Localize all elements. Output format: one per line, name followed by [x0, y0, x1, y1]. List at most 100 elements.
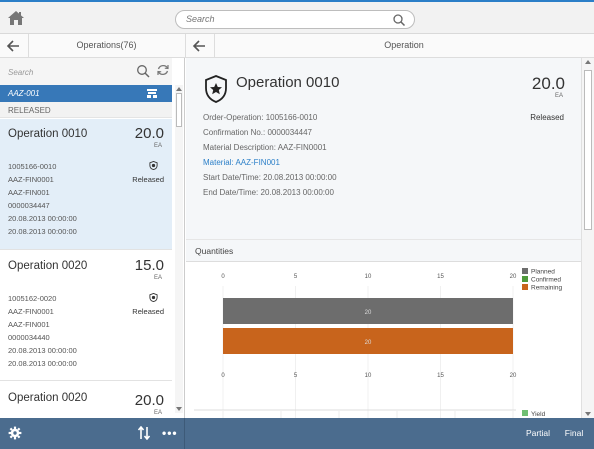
gear-icon[interactable]	[8, 426, 22, 440]
x-tick-label-bottom: 15	[437, 373, 444, 379]
x-tick-label-bottom: 20	[510, 373, 517, 379]
master-header: Operations(76)	[0, 34, 185, 58]
attr-end-date: End Date/Time: 20.08.2013 00:00:00	[203, 188, 334, 197]
object-quantity: 20.0	[531, 74, 565, 93]
final-button[interactable]: Final	[564, 428, 584, 438]
search-icon[interactable]	[392, 13, 406, 27]
item-quantity: 20.0	[134, 392, 164, 409]
x-tick-label-bottom: 5	[294, 373, 298, 379]
item-unit: EA	[153, 275, 162, 281]
item-unit: EA	[153, 410, 162, 416]
scroll-up-arrow-icon[interactable]	[176, 87, 182, 91]
header-divider	[28, 34, 29, 58]
item-order-op: 1005166-0010	[8, 162, 57, 171]
scroll-down-arrow-icon[interactable]	[176, 407, 182, 411]
global-search-input[interactable]	[186, 14, 386, 24]
list-item[interactable]: Operation 0020 20.0 EA	[0, 382, 172, 418]
x-tick-label-top: 10	[365, 274, 372, 280]
item-quantity: 15.0	[134, 257, 164, 274]
group-header: RELEASED	[0, 102, 172, 118]
attr-confirmation: Confirmation No.: 0000034447	[203, 128, 312, 137]
x-tick-label-top: 15	[437, 274, 444, 280]
object-status: Released	[530, 113, 564, 122]
bar-remaining	[223, 328, 513, 354]
list-item[interactable]: Operation 0020 15.0 EA 1005162-0020 AAZ-…	[0, 251, 172, 381]
x-tick-label-top: 20	[510, 274, 517, 280]
attr-start-date: Start Date/Time: 20.08.2013 00:00:00	[203, 173, 337, 182]
attr-material-description: Material Description: AAZ-FIN0001	[203, 143, 327, 152]
legend-swatch-yield	[522, 410, 528, 416]
item-end: 20.08.2013 00:00:00	[8, 359, 77, 368]
detail-scrollbar[interactable]	[581, 58, 594, 418]
scrollbar-thumb[interactable]	[176, 93, 182, 127]
bar-data-label: 20	[365, 340, 372, 346]
item-confirmation: 0000034447	[8, 201, 50, 210]
x-tick-label-bottom: 10	[365, 373, 372, 379]
bar-data-label: 20	[365, 310, 372, 316]
item-confirmation: 0000034440	[8, 333, 50, 342]
section-title: Quantities	[195, 246, 234, 256]
detail-title: Operation	[384, 40, 424, 50]
master-search-input[interactable]: Search	[8, 68, 34, 77]
partial-button[interactable]: Partial	[525, 428, 551, 438]
x-tick-label-bottom: 0	[221, 373, 225, 379]
attr-order-operation: Order-Operation: 1005166-0010	[203, 113, 318, 122]
item-name: Operation 0020	[8, 260, 88, 272]
quantities-chart-svg: 0 0 5 5 10 10 15 15 20 20 20 20 PlannedConfirmedRema…	[194, 268, 562, 418]
scroll-down-arrow-icon[interactable]	[585, 412, 591, 416]
master-title: Operations(76)	[76, 40, 137, 50]
list-item[interactable]: Operation 0010 20.0 EA 1005166-0010 AAZ-…	[0, 119, 172, 250]
legend-swatch	[522, 268, 528, 274]
quantities-section-header: Quantities	[186, 240, 581, 262]
master-scrollbar[interactable]	[175, 85, 183, 413]
legend-label-yield: Yield	[531, 411, 546, 418]
shield-star-icon	[149, 161, 158, 170]
legend-label: Planned	[531, 269, 555, 276]
group-header-label: RELEASED	[8, 106, 51, 115]
object-title: Operation 0010	[236, 74, 340, 91]
legend-label: Remaining	[531, 285, 562, 292]
filter-bar[interactable]: AAZ-001	[0, 85, 172, 102]
master-footer: •••	[0, 418, 185, 449]
detail-pane: Operation 0010 20.0 EA Released Order-Op…	[186, 58, 594, 418]
legend-swatch	[522, 284, 528, 290]
item-unit: EA	[153, 143, 162, 149]
item-material: AAZ-FIN0001	[8, 175, 54, 184]
detail-header: Operation	[185, 34, 594, 58]
shield-star-icon	[205, 75, 227, 103]
x-tick-label-top: 0	[221, 274, 225, 280]
sort-icon[interactable]	[138, 426, 150, 440]
legend-swatch	[522, 276, 528, 282]
shield-star-icon	[149, 293, 158, 302]
back-arrow-icon[interactable]	[6, 39, 20, 53]
back-arrow-icon[interactable]	[192, 39, 206, 53]
x-tick-label-top: 5	[294, 274, 298, 280]
header-divider	[214, 34, 215, 58]
quantities-chart: 0 0 5 5 10 10 15 15 20 20 20 20 Planned Confirmed Rema…	[186, 263, 581, 418]
home-icon[interactable]	[6, 9, 26, 27]
global-search[interactable]	[175, 10, 415, 29]
item-material-short: AAZ-FIN001	[8, 188, 50, 197]
material-link[interactable]: Material: AAZ-FIN001	[203, 158, 280, 167]
master-search-bar[interactable]: Search	[0, 58, 172, 85]
more-options-icon[interactable]: •••	[162, 426, 178, 440]
item-end: 20.08.2013 00:00:00	[8, 227, 77, 236]
master-list: Search AAZ-001 RELEASED Operation 0010 2…	[0, 58, 185, 418]
item-status: Released	[132, 175, 164, 184]
object-unit: EA	[554, 93, 563, 99]
top-bar	[0, 0, 594, 34]
scroll-up-arrow-icon[interactable]	[585, 60, 591, 64]
item-name: Operation 0020	[8, 392, 88, 404]
footer-bar: ••• Partial Final	[0, 418, 594, 449]
item-material: AAZ-FIN0001	[8, 307, 54, 316]
filter-value: AAZ-001	[8, 89, 40, 98]
item-name: Operation 0010	[8, 128, 88, 140]
filter-icon[interactable]	[146, 88, 158, 99]
bar-planned	[223, 298, 513, 324]
refresh-icon[interactable]	[156, 63, 170, 77]
item-order-op: 1005162-0020	[8, 294, 57, 303]
search-icon[interactable]	[136, 64, 150, 78]
item-start: 20.08.2013 00:00:00	[8, 346, 77, 355]
scrollbar-thumb[interactable]	[584, 70, 592, 230]
item-status: Released	[132, 307, 164, 316]
